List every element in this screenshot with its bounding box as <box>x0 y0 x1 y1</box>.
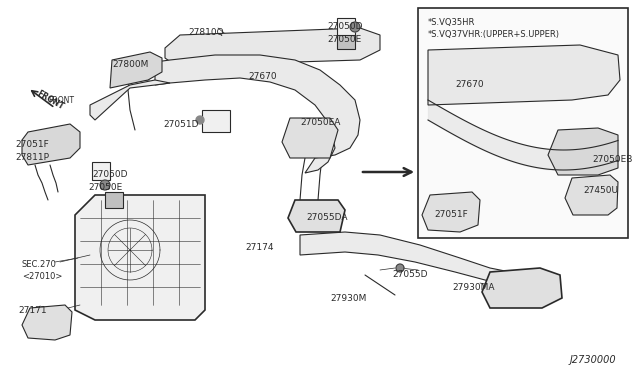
Polygon shape <box>196 116 204 124</box>
Text: 27811P: 27811P <box>15 153 49 162</box>
Text: 27450U: 27450U <box>583 186 618 195</box>
Text: 27930M: 27930M <box>330 294 366 303</box>
Polygon shape <box>22 305 72 340</box>
Text: 27050E: 27050E <box>88 183 122 192</box>
Text: 27050D: 27050D <box>327 22 362 31</box>
Text: *S.VQ35HR: *S.VQ35HR <box>428 18 476 27</box>
Text: 27055DA: 27055DA <box>306 213 348 222</box>
Polygon shape <box>165 28 380 65</box>
Polygon shape <box>396 264 404 272</box>
Text: 27171: 27171 <box>18 306 47 315</box>
Text: J2730000: J2730000 <box>570 355 616 365</box>
Text: 27810Q: 27810Q <box>188 28 223 37</box>
Text: FRONT: FRONT <box>35 89 65 111</box>
Text: <27010>: <27010> <box>22 272 62 281</box>
Text: *S.VQ37VHR:(UPPER+S.UPPER): *S.VQ37VHR:(UPPER+S.UPPER) <box>428 30 560 39</box>
Bar <box>202 110 230 132</box>
Text: 27670: 27670 <box>455 80 484 89</box>
Polygon shape <box>110 52 162 88</box>
Polygon shape <box>90 80 170 120</box>
Text: 27050D: 27050D <box>92 170 127 179</box>
Text: 27670: 27670 <box>248 72 276 81</box>
Polygon shape <box>300 232 510 285</box>
Text: 27930MA: 27930MA <box>452 283 495 292</box>
Polygon shape <box>422 192 480 232</box>
Bar <box>337 35 355 49</box>
Text: 27051F: 27051F <box>15 140 49 149</box>
Text: 27055D: 27055D <box>392 270 428 279</box>
Bar <box>337 18 355 36</box>
Polygon shape <box>22 124 80 165</box>
Polygon shape <box>288 200 345 232</box>
Text: 27051F: 27051F <box>434 210 468 219</box>
Text: FRONT: FRONT <box>48 96 74 105</box>
Polygon shape <box>428 45 620 105</box>
Bar <box>92 162 110 180</box>
Polygon shape <box>155 55 360 173</box>
Polygon shape <box>75 195 205 320</box>
Bar <box>418 8 628 238</box>
Bar <box>105 192 123 208</box>
Polygon shape <box>100 180 110 190</box>
Text: 27174: 27174 <box>245 243 273 252</box>
Polygon shape <box>350 22 360 32</box>
Text: 27800M: 27800M <box>112 60 148 69</box>
Polygon shape <box>482 268 562 308</box>
Text: 27051D: 27051D <box>163 120 198 129</box>
Text: SEC.270: SEC.270 <box>22 260 57 269</box>
Text: 27050EB: 27050EB <box>592 155 632 164</box>
Polygon shape <box>282 118 338 158</box>
Polygon shape <box>565 175 618 215</box>
Text: 27050EA: 27050EA <box>300 118 340 127</box>
Polygon shape <box>548 128 618 175</box>
Text: 27050E: 27050E <box>327 35 361 44</box>
